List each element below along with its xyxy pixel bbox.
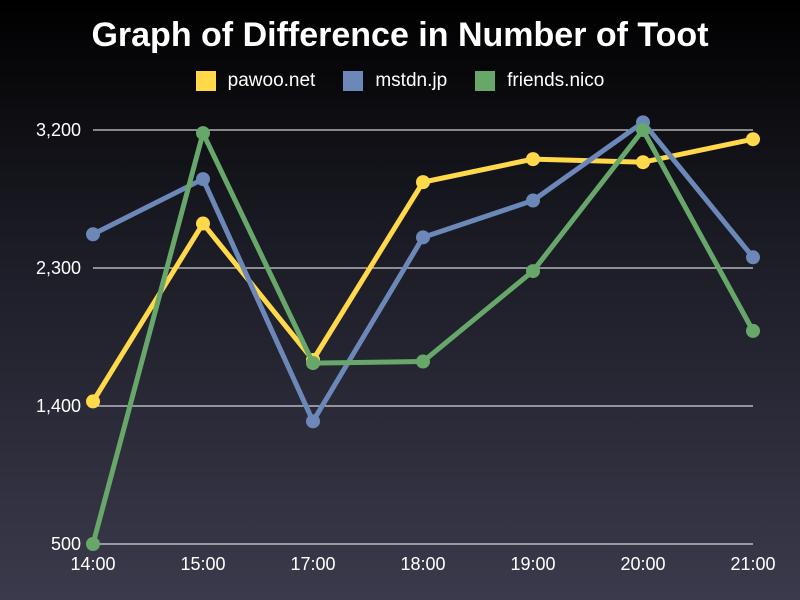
y-tick-label: 500 bbox=[51, 534, 81, 554]
legend-item-friends[interactable]: friends.nico bbox=[475, 70, 604, 92]
x-tick-label: 18:00 bbox=[400, 554, 445, 574]
x-tick-label: 20:00 bbox=[620, 554, 665, 574]
y-tick-label: 2,300 bbox=[36, 258, 81, 278]
legend-swatch-pawoo bbox=[195, 71, 216, 91]
data-point bbox=[306, 414, 320, 429]
y-tick-label: 3,200 bbox=[36, 120, 81, 140]
data-point bbox=[196, 126, 210, 141]
legend-label-mstdn: mstdn.jp bbox=[375, 70, 448, 91]
data-point bbox=[526, 264, 540, 279]
legend-swatch-friends bbox=[475, 71, 496, 91]
x-tick-label: 15:00 bbox=[180, 554, 225, 574]
x-tick-label: 17:00 bbox=[290, 554, 335, 574]
x-tick-label: 14:00 bbox=[70, 554, 115, 574]
chart-title: Graph of Difference in Number of Toot bbox=[91, 16, 709, 54]
data-point bbox=[86, 394, 100, 409]
legend-swatch-mstdn bbox=[343, 71, 364, 91]
legend-item-mstdn[interactable]: mstdn.jp bbox=[343, 70, 447, 92]
x-tick-label: 21:00 bbox=[730, 554, 775, 574]
legend: pawoo.net mstdn.jp friends.nico bbox=[0, 70, 800, 92]
data-point bbox=[526, 193, 540, 208]
data-point bbox=[746, 323, 760, 338]
legend-label-pawoo: pawoo.net bbox=[227, 70, 316, 91]
y-tick-label: 1,400 bbox=[36, 396, 81, 416]
x-tick-label: 19:00 bbox=[510, 554, 555, 574]
data-point bbox=[416, 230, 430, 245]
data-point bbox=[86, 227, 100, 242]
data-point bbox=[416, 175, 430, 190]
series-line-2 bbox=[90, 127, 756, 547]
data-point bbox=[306, 356, 320, 371]
data-point bbox=[526, 152, 540, 167]
legend-label-friends: friends.nico bbox=[507, 70, 605, 91]
data-point bbox=[636, 155, 650, 170]
data-point bbox=[636, 123, 650, 137]
data-point bbox=[416, 354, 430, 369]
data-point bbox=[746, 250, 760, 265]
data-point bbox=[86, 537, 100, 551]
data-point bbox=[196, 216, 210, 231]
legend-item-pawoo[interactable]: pawoo.net bbox=[195, 70, 316, 92]
data-point bbox=[746, 132, 760, 147]
data-point bbox=[196, 172, 210, 187]
